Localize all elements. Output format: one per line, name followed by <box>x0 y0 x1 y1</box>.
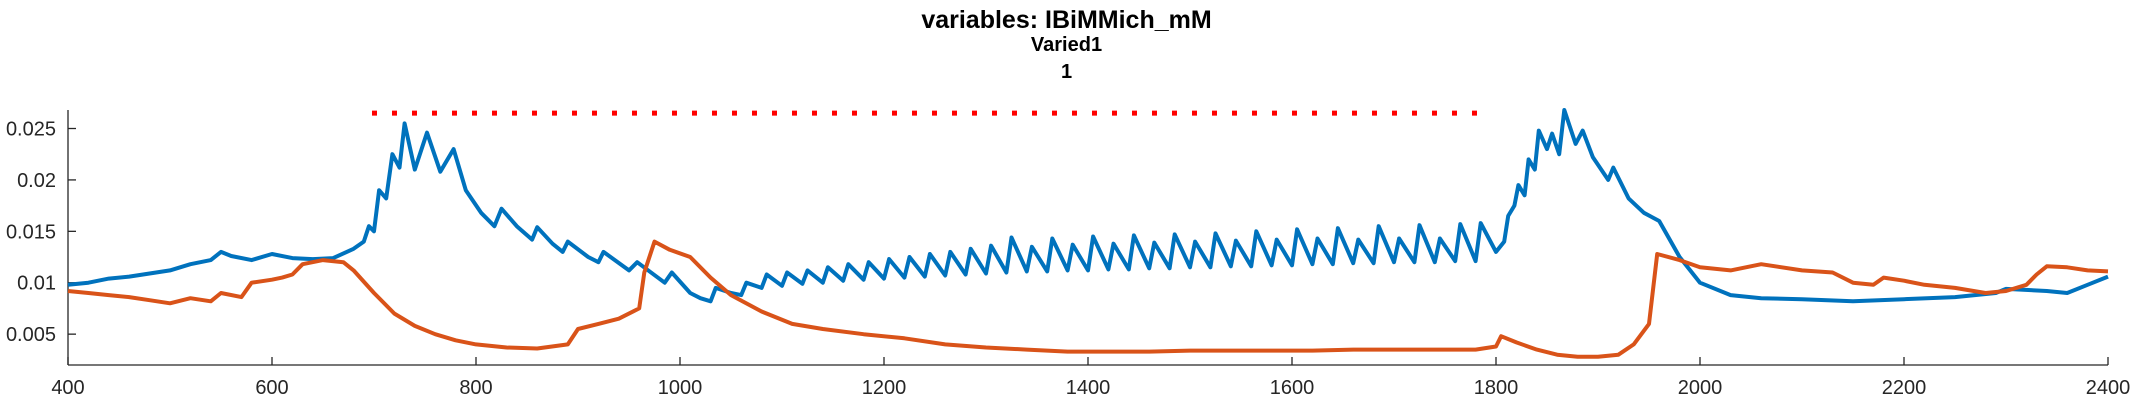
x-tick-label: 2000 <box>1678 377 1723 399</box>
series-line-2 <box>67 239 2109 359</box>
x-tick-label: 1800 <box>1474 377 1519 399</box>
y-tick-label: 0.005 <box>6 324 56 346</box>
series-line-1 <box>67 108 2109 304</box>
y-tick-label: 0.01 <box>17 273 56 295</box>
x-tick-label: 2400 <box>2086 377 2131 399</box>
chart-title: variables: IBiMMich_mM <box>921 6 1212 34</box>
x-tick-label: 800 <box>459 377 492 399</box>
x-tick-label: 600 <box>255 377 288 399</box>
y-tick-label: 0.015 <box>6 221 56 243</box>
x-tick-label: 1400 <box>1066 377 1111 399</box>
chart-subtitle: Varied1 <box>1030 34 1103 56</box>
x-tick-label: 2200 <box>1882 377 1927 399</box>
y-tick-label: 0.025 <box>6 119 56 141</box>
x-tick-label: 400 <box>51 377 84 399</box>
x-tick-label: 1000 <box>658 377 703 399</box>
chart-subtitle-2: 1 <box>1060 61 1073 83</box>
x-tick-label: 1200 <box>862 377 907 399</box>
x-tick-label: 1600 <box>1270 377 1315 399</box>
y-tick-label: 0.02 <box>17 170 56 192</box>
